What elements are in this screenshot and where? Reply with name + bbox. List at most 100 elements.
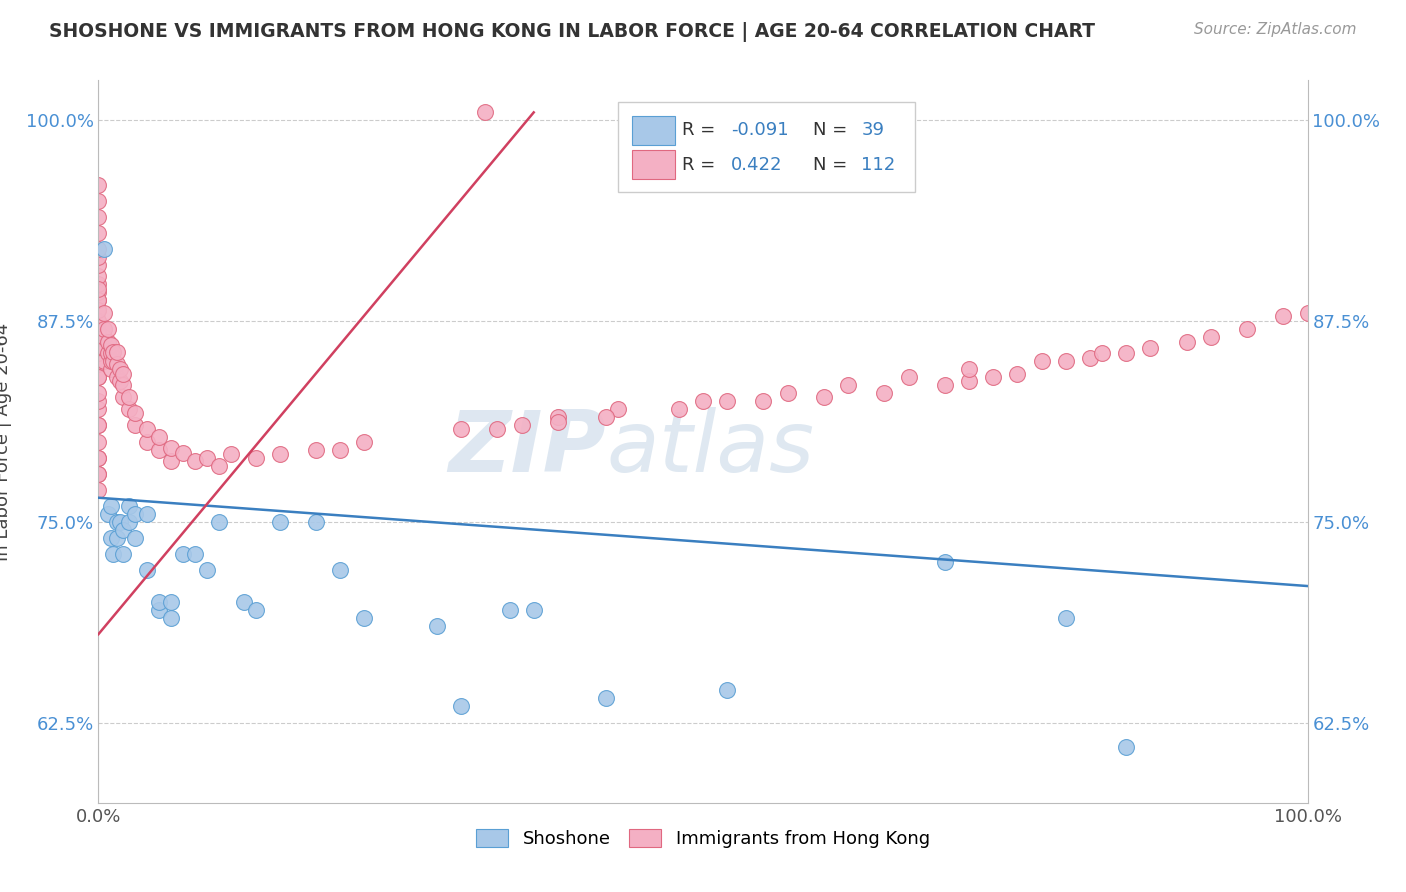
Point	[160, 595, 183, 609]
Point	[100, 338, 122, 352]
Point	[172, 446, 194, 460]
Point	[105, 515, 128, 529]
Point	[873, 386, 896, 401]
Point	[97, 346, 120, 360]
Point	[245, 603, 267, 617]
Point	[1175, 334, 1198, 349]
Point	[195, 450, 218, 465]
Point	[105, 370, 128, 384]
Point	[87, 269, 110, 284]
Point	[1054, 611, 1077, 625]
Point	[87, 370, 110, 384]
Point	[97, 322, 120, 336]
Point	[498, 603, 520, 617]
FancyBboxPatch shape	[631, 116, 675, 145]
Point	[108, 515, 131, 529]
Point	[105, 344, 128, 359]
Point	[184, 454, 207, 468]
Point	[716, 394, 738, 409]
Point	[93, 242, 115, 256]
Point	[837, 378, 859, 392]
Point	[595, 410, 617, 425]
Point	[87, 326, 110, 340]
Text: N =: N =	[813, 156, 853, 174]
Point	[108, 362, 131, 376]
Point	[353, 611, 375, 625]
Text: Source: ZipAtlas.com: Source: ZipAtlas.com	[1194, 22, 1357, 37]
Point	[93, 342, 115, 356]
Text: 0.422: 0.422	[731, 156, 782, 174]
Point	[87, 226, 110, 240]
Point	[221, 447, 243, 461]
Point	[87, 346, 110, 360]
Point	[692, 394, 714, 409]
Point	[305, 515, 328, 529]
Point	[172, 547, 194, 561]
Point	[716, 683, 738, 698]
Point	[87, 450, 110, 465]
Point	[1091, 346, 1114, 360]
Point	[135, 422, 157, 436]
Point	[547, 415, 569, 429]
Point	[245, 450, 267, 465]
Point	[87, 386, 110, 401]
Point	[87, 467, 110, 481]
Point	[93, 354, 115, 368]
Point	[547, 410, 569, 425]
Point	[111, 378, 134, 392]
Point	[981, 370, 1004, 384]
Point	[208, 458, 231, 473]
Point	[135, 563, 157, 577]
Point	[813, 390, 835, 404]
Point	[108, 374, 131, 388]
Point	[523, 603, 546, 617]
FancyBboxPatch shape	[619, 102, 915, 193]
Point	[160, 611, 183, 625]
Point	[1007, 367, 1029, 381]
Point	[87, 250, 110, 264]
Point	[87, 354, 110, 368]
Point	[87, 282, 110, 296]
Point	[1115, 739, 1137, 754]
Point	[1031, 354, 1053, 368]
Point	[87, 418, 110, 433]
Point	[148, 603, 170, 617]
Text: ZIP: ZIP	[449, 408, 606, 491]
Point	[897, 370, 920, 384]
Point	[100, 499, 122, 513]
Point	[160, 454, 183, 468]
Point	[353, 434, 375, 449]
Point	[450, 422, 472, 436]
Point	[124, 531, 146, 545]
Point	[160, 441, 183, 455]
Point	[148, 430, 170, 444]
Text: 39: 39	[862, 121, 884, 139]
Point	[118, 402, 141, 417]
Point	[100, 531, 122, 545]
Point	[87, 467, 110, 481]
Point	[101, 344, 124, 359]
Point	[100, 346, 122, 360]
Point	[148, 595, 170, 609]
Point	[957, 362, 980, 376]
Point	[124, 418, 146, 433]
Point	[486, 422, 509, 436]
Point	[87, 483, 110, 497]
Point	[87, 394, 110, 409]
Point	[1199, 330, 1222, 344]
Point	[93, 322, 115, 336]
Point	[124, 406, 146, 420]
Point	[595, 691, 617, 706]
Point	[118, 390, 141, 404]
Point	[87, 302, 110, 317]
Text: R =: R =	[682, 121, 721, 139]
Point	[87, 194, 110, 208]
Point	[208, 515, 231, 529]
Point	[97, 334, 120, 349]
Point	[87, 450, 110, 465]
Point	[87, 314, 110, 328]
Y-axis label: In Labor Force | Age 20-64: In Labor Force | Age 20-64	[0, 322, 11, 561]
Point	[607, 402, 630, 417]
Text: R =: R =	[682, 156, 721, 174]
Point	[1236, 322, 1258, 336]
